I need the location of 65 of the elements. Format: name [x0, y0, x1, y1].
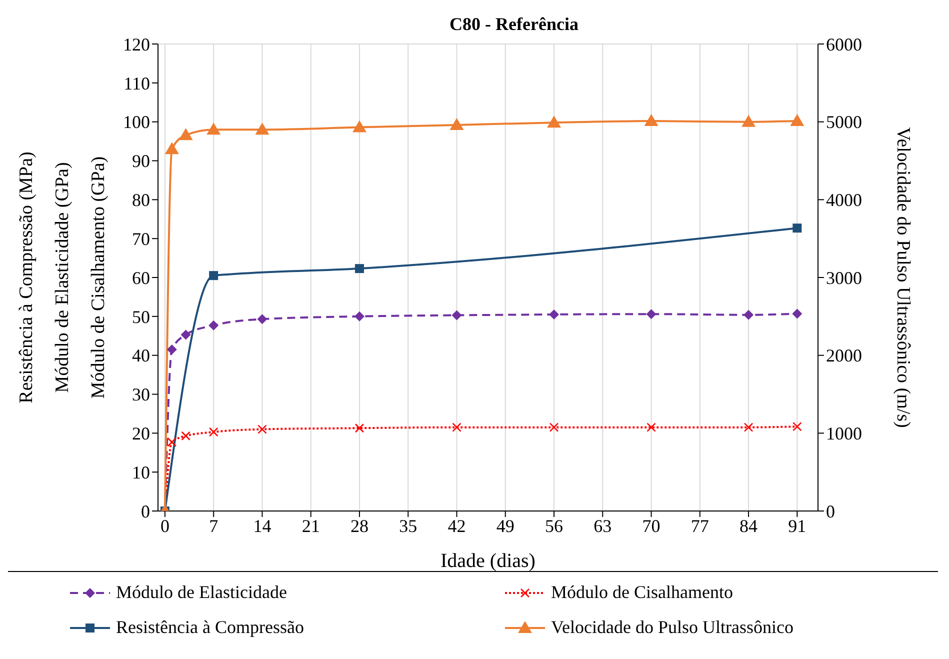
y-tick-label: 100: [123, 112, 150, 132]
y2-tick-label: 0: [826, 501, 835, 522]
legend-label: Módulo de Elasticidade: [116, 582, 287, 603]
point: [792, 224, 802, 233]
point: [181, 431, 190, 441]
y-axis-title: Resistência à Compressão (MPa) Módulo de Elasticidade (GPa) Módulo de Cisalhamento (GPa): [16, 152, 109, 404]
point: [744, 422, 754, 432]
x-tick-label: 91: [788, 516, 806, 536]
x-tick-label: 35: [399, 516, 418, 536]
x-tick-label: 49: [496, 516, 514, 536]
point: [209, 271, 218, 280]
y2-tick-label: 4000: [826, 190, 862, 210]
x-tick-label: 63: [594, 516, 612, 536]
x-tick-label: 84: [740, 516, 758, 536]
point: [258, 424, 267, 434]
y-tick-label: 90: [132, 151, 150, 172]
legend-label: Velocidade do Pulso Ultrassônico: [551, 617, 794, 638]
y-tick-label: 10: [132, 462, 150, 482]
point: [208, 427, 218, 437]
point: [354, 423, 364, 433]
point: [166, 344, 177, 354]
y2-tick-label: 6000: [826, 34, 862, 54]
point: [549, 422, 559, 432]
point: [646, 422, 656, 432]
y-tick-label: 70: [132, 228, 150, 249]
legend-label: Resistência à Compressão: [116, 617, 304, 638]
x-tick-label: 14: [253, 516, 272, 536]
y2-tick-label: 2000: [826, 346, 862, 366]
y-tick-label: 80: [132, 190, 150, 210]
y-tick-label: 30: [132, 384, 150, 405]
y2-tick-label: 5000: [826, 112, 862, 132]
y2-axis-title: Velocidade do Pulso Ultrassônico (m/s): [892, 127, 914, 428]
y-tick-label: 40: [132, 346, 150, 366]
y-tick-label: 20: [132, 424, 150, 444]
y-tick-label: 0: [141, 501, 150, 522]
point: [549, 309, 559, 320]
y2-tick-label: 3000: [826, 268, 862, 288]
point: [646, 309, 656, 320]
x-tick-label: 56: [545, 516, 563, 536]
y-tick-label: 50: [132, 306, 150, 327]
y-tick-label: 120: [123, 34, 150, 54]
x-tick-label: 42: [448, 516, 466, 536]
chart-title: C80 - Referência: [450, 14, 578, 34]
point: [452, 310, 462, 320]
x-tick-label: 77: [690, 516, 709, 536]
x-axis-title: Idade (dias): [440, 550, 536, 572]
x-tick-label: 7: [209, 516, 218, 536]
point: [452, 422, 462, 432]
point: [257, 314, 268, 324]
point: [180, 330, 191, 340]
point: [167, 437, 177, 447]
x-tick-label: 70: [642, 516, 660, 536]
y-tick-label: 110: [124, 73, 150, 94]
point: [354, 311, 364, 322]
point: [208, 320, 219, 330]
x-tick-label: 0: [160, 516, 170, 536]
point: [792, 308, 802, 319]
legend-label: Módulo de Cisalhamento: [551, 582, 733, 603]
x-tick-label: 28: [350, 516, 368, 536]
x-tick-label: 21: [302, 516, 320, 536]
point: [792, 422, 802, 432]
point: [744, 310, 754, 320]
y-tick-label: 60: [132, 268, 150, 288]
point: [354, 264, 364, 274]
y2-tick-label: 1000: [826, 424, 862, 444]
